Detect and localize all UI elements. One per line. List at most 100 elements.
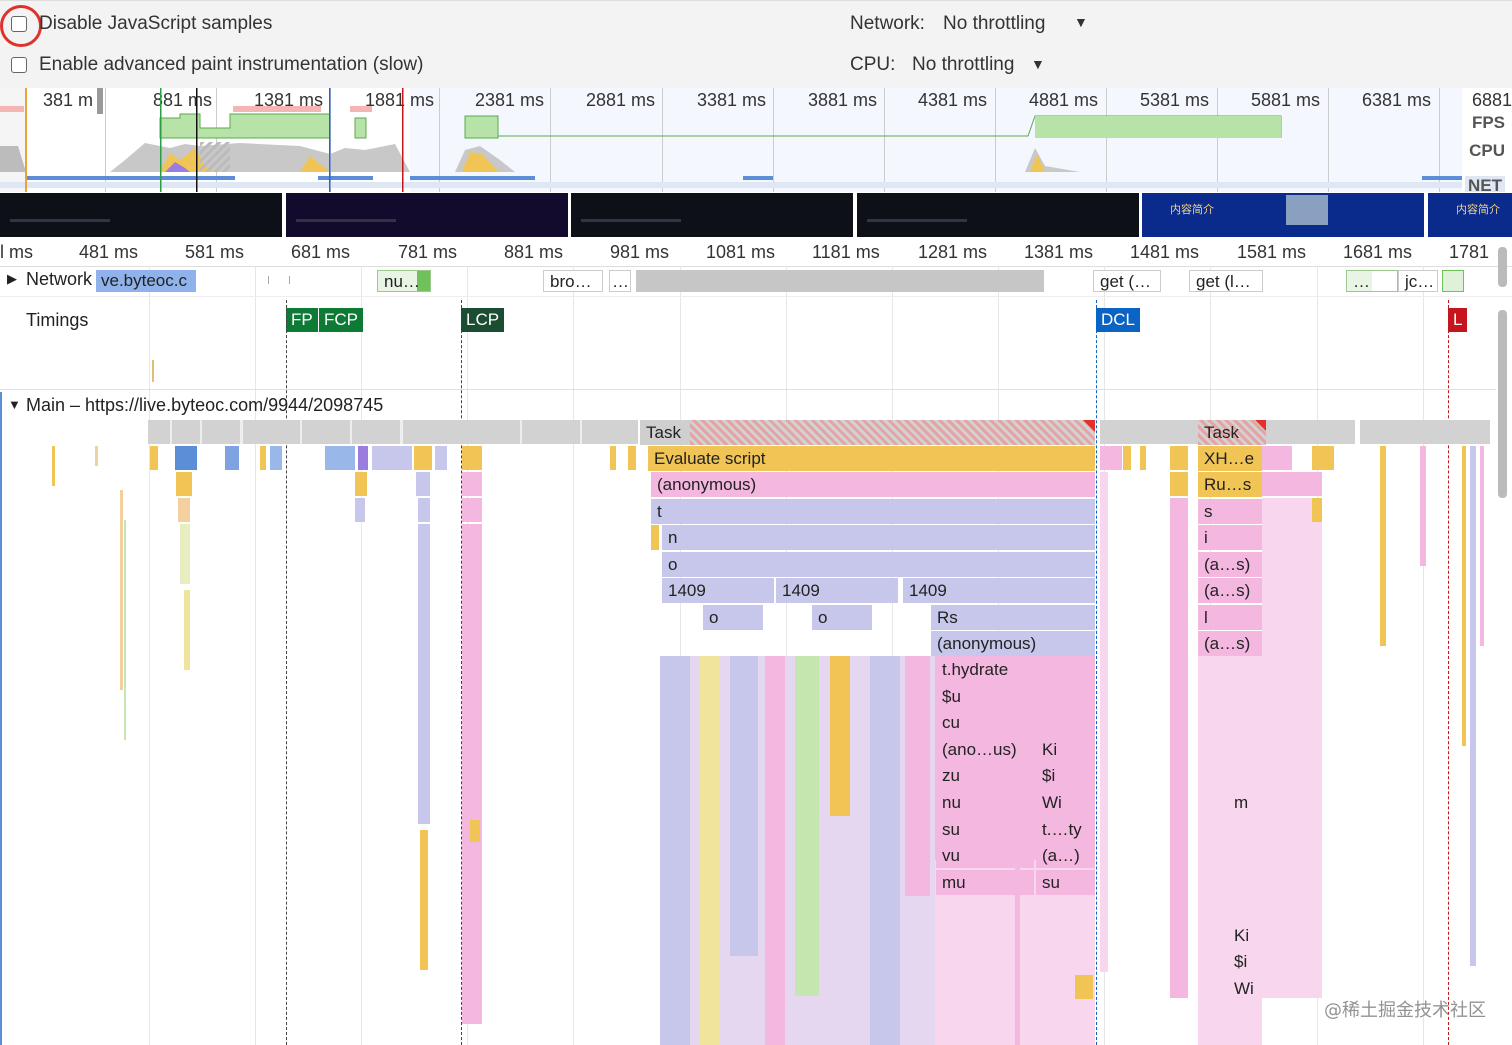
flame-frame[interactable]: zu [936,763,1034,788]
filmstrip-frame[interactable] [0,193,282,237]
flame-frame[interactable]: o [662,552,1095,577]
expand-network-icon[interactable]: ▶ [7,271,17,286]
flame-frame[interactable]: $i [1228,949,1262,974]
flame-frame[interactable]: t.…ty [1036,817,1095,842]
network-request-bar[interactable]: get (l… [1189,270,1263,292]
flame-frame[interactable]: Ki [1036,737,1095,762]
fcp-marker[interactable]: FCP [319,308,363,332]
cpu-dropdown-icon[interactable]: ▼ [1031,56,1045,72]
flame-frame[interactable]: su [1036,870,1095,895]
flame-frame[interactable]: t.hydrate [936,657,1095,682]
ruler-tick: 881 ms [504,242,564,262]
overview-tick: 4381 ms [918,90,988,110]
network-dropdown-icon[interactable]: ▼ [1074,14,1088,30]
flame-frame[interactable]: (a…s) [1198,631,1262,656]
overview-tick: 2381 ms [475,90,545,110]
filmstrip-frame[interactable] [571,193,853,237]
network-request-bar-small[interactable] [1442,270,1464,292]
network-throttle-label: Network: [850,13,925,34]
filmstrip-frame[interactable] [286,193,568,237]
ruler-tick: 1281 ms [918,242,988,262]
flame-frame[interactable]: Wi [1036,790,1095,815]
main-scrollbar[interactable] [1498,310,1507,498]
filmstrip-frame[interactable]: 内容简介 [1142,193,1424,237]
ruler-tick: 1381 ms [1024,242,1094,262]
overview-tick: 3881 ms [808,90,878,110]
overview-tick: 1381 ms [254,90,324,110]
flame-frame[interactable]: cu [936,710,1095,735]
flame-frame[interactable]: s [1198,499,1262,524]
load-marker[interactable]: L [1448,308,1468,332]
overview-tick: 6881 [1472,90,1512,110]
flame-frame[interactable]: (a…) [1036,843,1095,868]
flame-frame-small[interactable] [651,525,659,550]
network-request-bar[interactable]: nu… [377,270,431,292]
network-scrollbar[interactable] [1498,247,1507,287]
flame-task[interactable]: Task [640,420,1095,445]
long-task-corner [1255,420,1266,431]
overview-tick: 5381 ms [1140,90,1210,110]
flame-frame[interactable]: nu [936,790,1034,815]
network-request-bar[interactable]: jc… [1398,270,1438,292]
flame-evaluate-script[interactable]: Evaluate script [648,446,1095,471]
ruler-tick: 1081 ms [706,242,776,262]
filmstrip-frame[interactable]: 内容简介 [1428,193,1512,237]
fp-line [286,300,287,1045]
flame-task[interactable]: Task [1198,420,1266,445]
flame-frame[interactable]: 1409 [776,578,898,603]
flame-frame[interactable]: (a…s) [1198,552,1262,577]
flame-frame[interactable]: i [1198,525,1262,550]
flame-frame[interactable]: (anonymous) [931,631,1095,656]
network-request-bar[interactable]: ve.byteoc.c [96,270,196,292]
main-thread-label: Main – https://live.byteoc.com/9944/2098… [26,395,384,415]
flame-frame[interactable]: 1409 [662,578,774,603]
frame-title-text: 内容简介 [1456,203,1500,216]
flame-frame[interactable]: (ano…us) [936,737,1034,762]
flame-frame[interactable]: Ru…s [1198,472,1262,497]
time-ruler[interactable] [0,240,1512,267]
flame-frame[interactable]: n [662,525,1095,550]
flame-frame[interactable]: vu [936,843,1034,868]
network-throttle-select[interactable]: No throttling [943,13,1046,34]
cpu-throttle-select[interactable]: No throttling [912,54,1015,75]
flame-frame[interactable]: $u [936,684,1095,709]
flame-frame[interactable]: (a…s) [1198,578,1262,603]
flame-frame[interactable]: o [703,605,763,630]
network-request-bar-small[interactable] [268,276,290,284]
flame-frame[interactable]: 1409 [903,578,1095,603]
flame-frame[interactable]: m [1228,790,1262,815]
presenter-thumbnail [1286,195,1328,225]
network-request-bar[interactable]: … [609,270,631,292]
flame-frame[interactable]: l [1198,605,1262,630]
network-request-bar[interactable]: get (… [1093,270,1161,292]
network-track[interactable] [0,266,1512,297]
dcl-line [1096,300,1097,1045]
flame-frame[interactable]: mu [936,870,1034,895]
flame-frame[interactable]: Wi [1228,976,1262,1001]
flame-frame[interactable]: t [651,499,1095,524]
fps-track-label: FPS [1471,113,1505,132]
overview-tick: 381 m [43,90,94,110]
flame-frame[interactable]: XH…e [1198,446,1262,471]
cpu-throttle-label: CPU: [850,54,896,75]
flame-frame[interactable]: o [812,605,872,630]
flame-frame[interactable]: Ki [1228,923,1262,948]
network-request-bar[interactable]: … [1346,270,1398,292]
fp-marker[interactable]: FP [286,308,318,332]
disable-js-samples-checkbox[interactable] [11,16,27,32]
flame-frame[interactable]: su [936,817,1034,842]
advanced-paint-checkbox[interactable] [11,57,27,73]
network-request-bar-long[interactable] [636,270,1044,292]
lcp-marker[interactable]: LCP [461,308,505,332]
advanced-paint-label: Enable advanced paint instrumentation (s… [39,54,424,75]
flame-frame[interactable]: (anonymous) [651,472,1095,497]
filmstrip-frame[interactable] [857,193,1139,237]
dcl-marker[interactable]: DCL [1096,308,1141,332]
flame-frame[interactable]: $i [1036,763,1095,788]
lcp-line [461,300,462,1045]
collapse-main-icon[interactable]: ▼ [8,397,21,412]
ruler-tick: 481 ms [79,242,139,262]
flame-frame[interactable]: Rs [931,605,1095,630]
overview-tick: 5881 ms [1251,90,1321,110]
network-request-bar[interactable]: bro… [543,270,603,292]
